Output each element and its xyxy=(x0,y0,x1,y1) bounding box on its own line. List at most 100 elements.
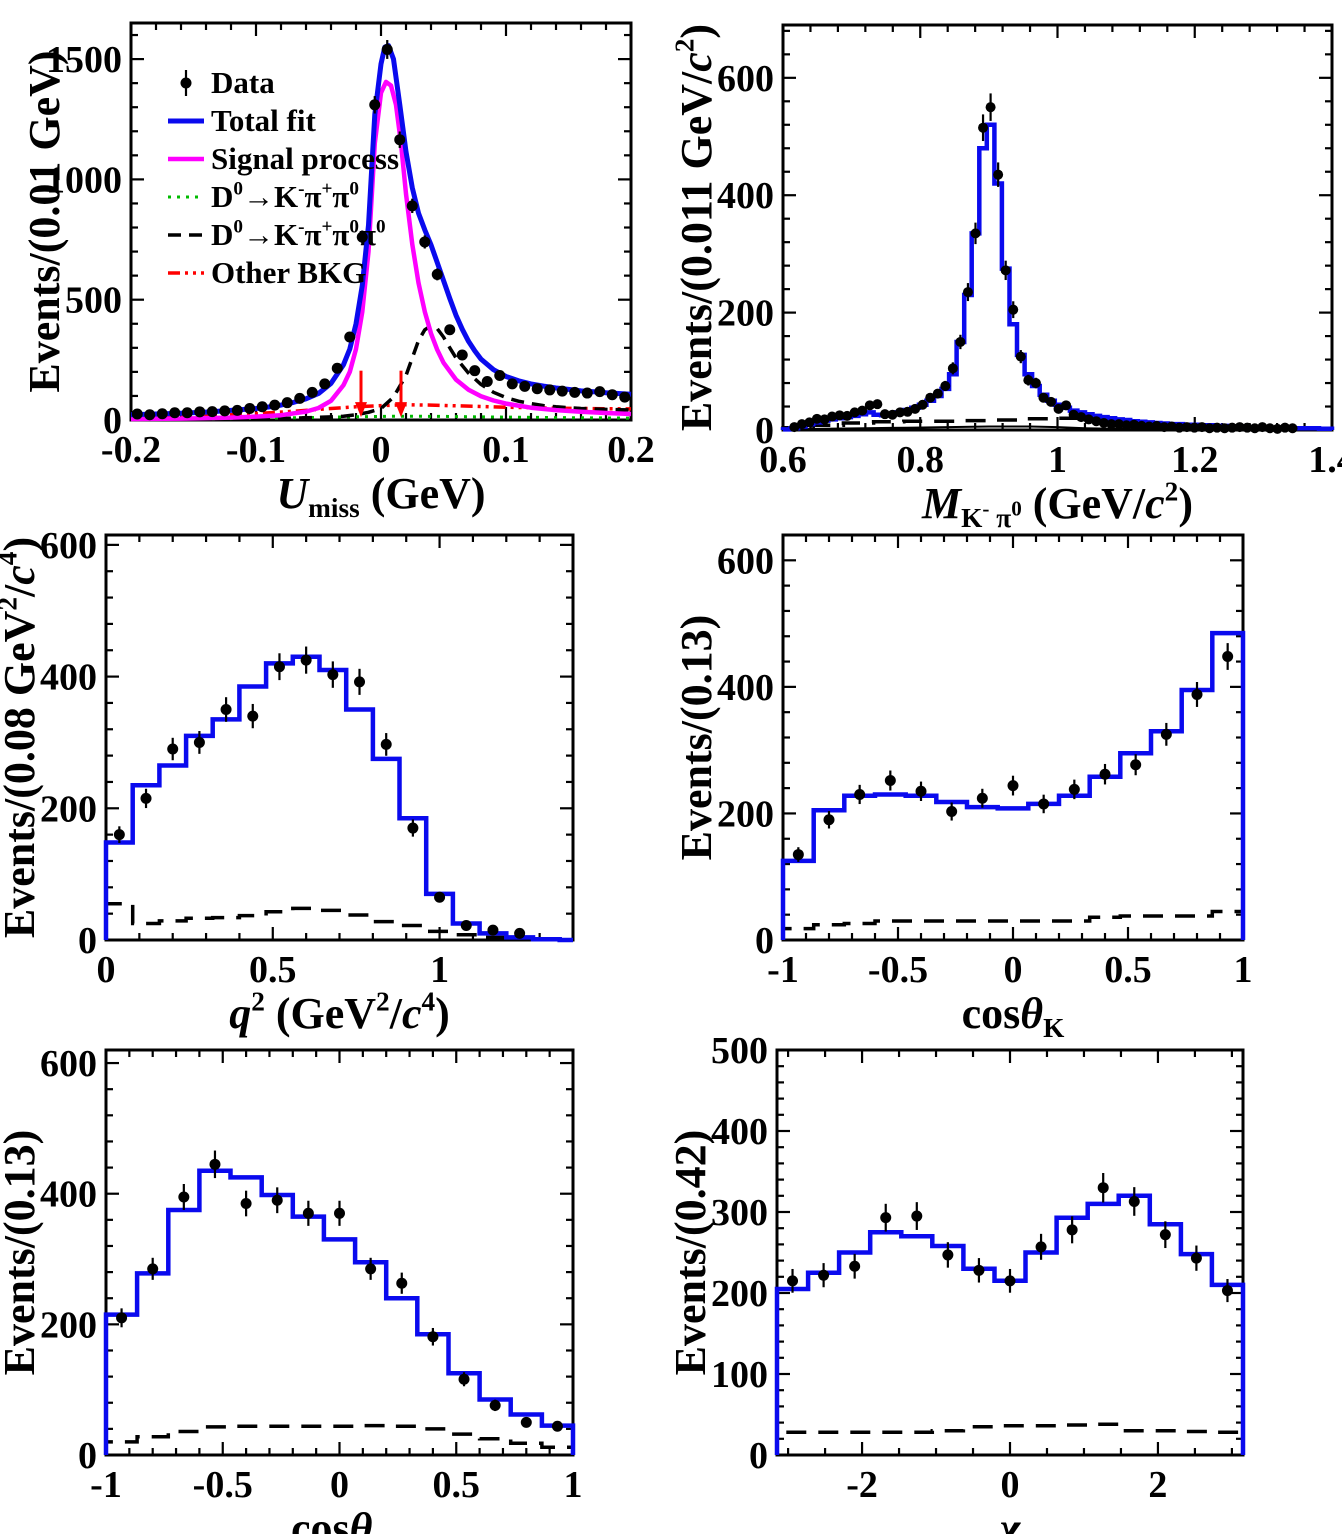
legend-label: Signal process xyxy=(211,141,399,176)
y-tick-label: 600 xyxy=(717,58,774,100)
data-point xyxy=(787,1275,799,1287)
data-point xyxy=(1219,423,1230,434)
data-point xyxy=(369,99,381,111)
data-point xyxy=(854,788,866,800)
data-point xyxy=(1038,392,1049,403)
data-point xyxy=(811,413,822,424)
data-point xyxy=(1130,759,1142,771)
data-point xyxy=(156,408,168,420)
data-point xyxy=(1189,422,1200,433)
data-point xyxy=(1222,651,1234,662)
x-tick-label: 0.5 xyxy=(249,949,297,991)
data-point xyxy=(993,169,1004,180)
data-point xyxy=(220,704,232,716)
data-point xyxy=(1204,423,1215,434)
data-point xyxy=(531,383,543,395)
data-point xyxy=(514,927,526,939)
data-point xyxy=(431,268,443,280)
data-point xyxy=(1227,422,1238,433)
data-point xyxy=(962,287,973,298)
data-point xyxy=(434,891,446,903)
data-point xyxy=(915,785,927,797)
data-point xyxy=(116,1312,128,1324)
y-axis-title: Events/(0.13) xyxy=(0,1130,44,1376)
legend-item: Total fit xyxy=(168,103,316,138)
data-point xyxy=(1098,417,1109,428)
data-point xyxy=(895,407,906,418)
series-peaking-bkg xyxy=(789,425,1140,431)
data-point xyxy=(487,924,499,936)
data-point xyxy=(489,1399,501,1411)
legend-item: Data xyxy=(180,65,275,100)
x-tick-label: 0.8 xyxy=(897,439,945,481)
data-point xyxy=(273,661,285,673)
data-point xyxy=(1000,265,1011,276)
data-point xyxy=(396,1277,408,1289)
data-point xyxy=(1160,728,1172,740)
y-tick-label: 400 xyxy=(717,175,774,217)
data-point xyxy=(380,738,392,750)
x-tick-label: 2 xyxy=(1148,1464,1167,1506)
data-point xyxy=(619,391,631,403)
data-point xyxy=(804,417,815,428)
y-tick-label: 200 xyxy=(40,788,97,830)
data-point xyxy=(947,363,958,374)
data-point xyxy=(834,410,845,421)
data-point xyxy=(406,200,418,212)
data-point xyxy=(946,806,958,818)
signal-region-arrow xyxy=(395,370,407,418)
data-point xyxy=(1083,414,1094,425)
y-axis-title: Events/(0.01 GeV) xyxy=(20,50,69,392)
data-point xyxy=(240,1198,252,1210)
data-point xyxy=(1076,412,1087,423)
data-point xyxy=(1221,1285,1233,1297)
x-tick-label: 0 xyxy=(372,429,391,471)
series-total-fit xyxy=(103,1168,576,1455)
data-point xyxy=(193,736,205,748)
data-point xyxy=(849,407,860,418)
series-background xyxy=(104,1423,575,1455)
data-point xyxy=(167,743,179,755)
y-axis-title: Events/(0.08 GeV2/c4) xyxy=(0,537,44,938)
axis-ticks xyxy=(781,535,1245,942)
plot-frame xyxy=(104,1048,575,1457)
signal-region-arrow xyxy=(355,370,367,418)
data-point xyxy=(1004,1275,1016,1287)
plot-frame xyxy=(104,533,575,942)
panel-cos-theta-k: -1 -0.5 0 0.5 1 0 200 400 600 cosθK Events/(0.13) xyxy=(672,533,1253,1043)
data-point xyxy=(469,365,481,377)
legend-label: Total fit xyxy=(211,103,316,138)
x-tick-label: 0.5 xyxy=(1104,949,1152,991)
data-point xyxy=(1113,419,1124,430)
data-point xyxy=(365,1263,377,1275)
data-point xyxy=(247,710,259,722)
data-point xyxy=(206,406,218,418)
y-tick-label: 200 xyxy=(40,1304,97,1346)
data-point xyxy=(910,403,921,414)
data-point xyxy=(970,228,981,239)
data-point xyxy=(819,414,830,425)
x-tick-label: 1 xyxy=(564,1464,583,1506)
data-point xyxy=(344,331,356,343)
x-tick-label: 0 xyxy=(97,949,116,991)
data-point xyxy=(181,407,193,419)
data-point xyxy=(849,1260,861,1272)
y-tick-label: 0 xyxy=(78,920,97,962)
data-point xyxy=(911,1210,923,1222)
data-point xyxy=(556,385,568,397)
data-point xyxy=(1190,1252,1202,1264)
legend-item: D0→K-π+π0 xyxy=(168,179,359,214)
series-background xyxy=(781,909,1245,940)
data-point xyxy=(1144,421,1155,432)
series-data xyxy=(116,1150,563,1432)
data-point xyxy=(823,814,835,826)
data-point xyxy=(271,1194,283,1206)
y-tick-label: 1000 xyxy=(46,159,122,201)
data-point xyxy=(955,336,966,347)
x-tick-label: 0.5 xyxy=(433,1464,481,1506)
data-point xyxy=(147,1263,159,1275)
data-point xyxy=(381,43,393,55)
data-point xyxy=(458,1373,470,1385)
y-tick-label: 0 xyxy=(755,410,774,452)
